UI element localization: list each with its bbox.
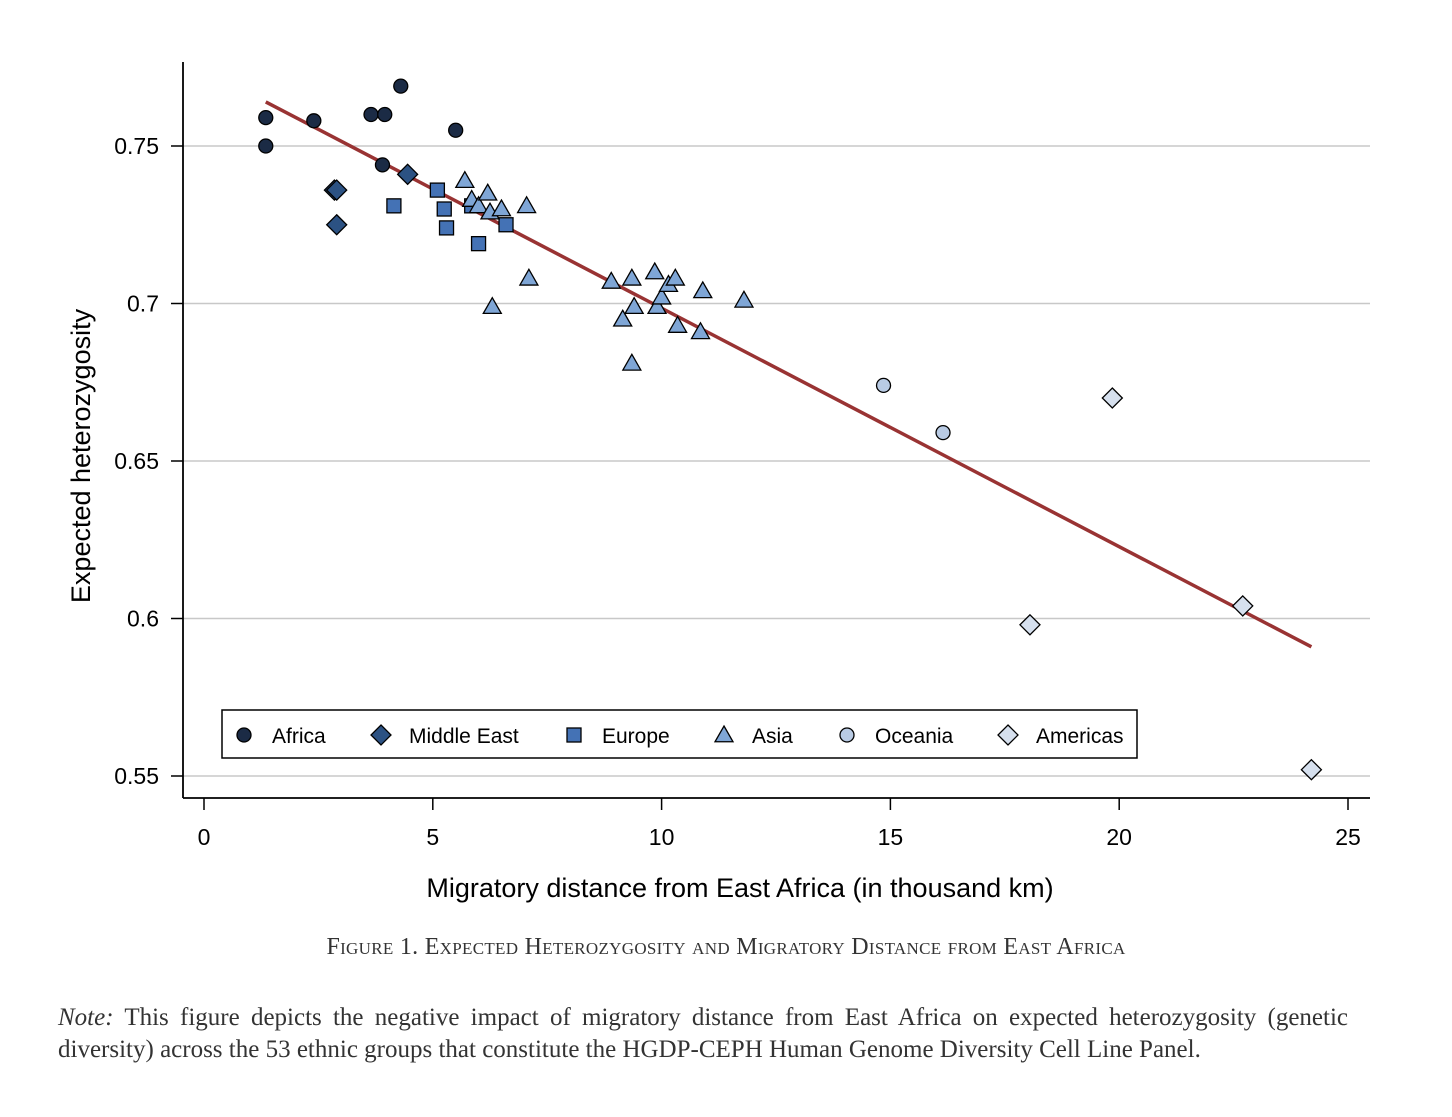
data-point bbox=[438, 220, 455, 236]
data-point bbox=[468, 195, 489, 214]
data-point bbox=[470, 235, 487, 252]
x-axis-ticks: 0 5 10 15 20 25 bbox=[198, 798, 1361, 850]
x-tick-label: 0 bbox=[198, 824, 211, 850]
figure-note: Note: This figure depicts the negative i… bbox=[58, 1002, 1348, 1066]
data-point bbox=[621, 353, 642, 371]
y-tick-label: 0.75 bbox=[114, 133, 159, 159]
x-tick-label: 25 bbox=[1335, 824, 1361, 850]
y-axis-ticks: 0.55 0.6 0.65 0.7 0.75 bbox=[114, 133, 183, 789]
x-tick-label: 15 bbox=[878, 824, 904, 850]
data-points bbox=[258, 78, 1323, 781]
legend-item: Americas bbox=[997, 724, 1124, 748]
data-point bbox=[377, 106, 393, 123]
data-point bbox=[1300, 758, 1323, 781]
data-point bbox=[667, 315, 688, 333]
legend-item: Asia bbox=[713, 724, 793, 748]
legend-item: Middle East bbox=[370, 724, 519, 748]
y-tick-label: 0.55 bbox=[114, 763, 159, 789]
data-point bbox=[733, 290, 755, 308]
fit-line bbox=[264, 100, 1313, 649]
gridlines bbox=[183, 145, 1370, 777]
x-tick-label: 20 bbox=[1106, 824, 1132, 850]
series-africa bbox=[258, 78, 464, 173]
legend-label: Europe bbox=[602, 725, 670, 748]
legend-label: Africa bbox=[272, 725, 326, 748]
data-point bbox=[612, 308, 633, 327]
x-tick-label: 10 bbox=[649, 824, 675, 850]
data-point bbox=[692, 280, 713, 299]
legend-marker bbox=[997, 724, 1019, 746]
data-point bbox=[651, 286, 672, 305]
data-point bbox=[396, 163, 419, 186]
legend-label: Oceania bbox=[875, 725, 954, 748]
series-asia bbox=[454, 170, 755, 371]
legend-marker bbox=[236, 727, 252, 743]
fit-line-group bbox=[264, 100, 1313, 649]
legend-marker bbox=[566, 727, 582, 743]
data-point bbox=[325, 179, 348, 202]
y-tick-label: 0.65 bbox=[114, 448, 159, 474]
data-point bbox=[1019, 613, 1041, 636]
data-point bbox=[436, 201, 452, 217]
legend-marker bbox=[370, 724, 392, 746]
legend-marker bbox=[713, 724, 735, 743]
note-label: Note: bbox=[58, 1004, 114, 1031]
data-point bbox=[258, 138, 274, 154]
data-point bbox=[393, 78, 409, 94]
data-point bbox=[306, 113, 322, 129]
figure-caption: Figure 1. Expected Heterozygosity and Mi… bbox=[326, 934, 1126, 960]
legend-item: Europe bbox=[566, 725, 670, 748]
y-tick-label: 0.7 bbox=[127, 291, 159, 317]
series-americas bbox=[1019, 387, 1323, 781]
legend: Africa Middle East Europe Asia Oceania Americ… bbox=[221, 709, 1138, 759]
scatter-chart: 0 5 10 15 20 25 0.55 0.6 0.65 0.7 0.75 Migratory … bbox=[66, 62, 1370, 903]
data-point bbox=[621, 267, 642, 286]
data-point bbox=[601, 271, 622, 289]
y-axis-title: Expected heterozygosity bbox=[66, 308, 96, 603]
legend-marker bbox=[839, 727, 855, 743]
legend-label: Americas bbox=[1036, 725, 1124, 748]
series-middle-east bbox=[323, 163, 419, 236]
data-point bbox=[1101, 387, 1124, 409]
data-point bbox=[644, 261, 665, 280]
data-point bbox=[498, 217, 514, 233]
data-point bbox=[325, 213, 348, 236]
data-point bbox=[516, 195, 537, 214]
data-point bbox=[690, 321, 711, 340]
data-point bbox=[491, 198, 512, 217]
y-tick-label: 0.6 bbox=[127, 606, 159, 632]
legend-item: Africa bbox=[236, 725, 326, 748]
note-text: This figure depicts the negative impact … bbox=[58, 1004, 1348, 1063]
data-point bbox=[646, 296, 668, 315]
data-point bbox=[448, 122, 464, 138]
data-point bbox=[454, 170, 475, 189]
data-point bbox=[875, 377, 892, 394]
data-point bbox=[477, 182, 498, 201]
legend-label: Middle East bbox=[409, 725, 519, 748]
data-point bbox=[518, 267, 540, 286]
axes bbox=[182, 62, 1370, 799]
data-point bbox=[482, 296, 503, 315]
data-point bbox=[258, 110, 274, 126]
data-point bbox=[386, 198, 402, 214]
data-point bbox=[429, 182, 446, 198]
data-point bbox=[363, 106, 379, 123]
legend-label: Asia bbox=[752, 725, 793, 748]
series-oceania bbox=[875, 377, 951, 441]
data-point bbox=[665, 267, 686, 286]
x-axis-title: Migratory distance from East Africa (in … bbox=[426, 873, 1053, 903]
data-point bbox=[374, 157, 391, 173]
legend-item: Oceania bbox=[839, 725, 954, 748]
data-point bbox=[935, 424, 951, 441]
data-point bbox=[624, 296, 645, 315]
data-point bbox=[1231, 594, 1254, 617]
x-tick-label: 5 bbox=[426, 824, 439, 850]
